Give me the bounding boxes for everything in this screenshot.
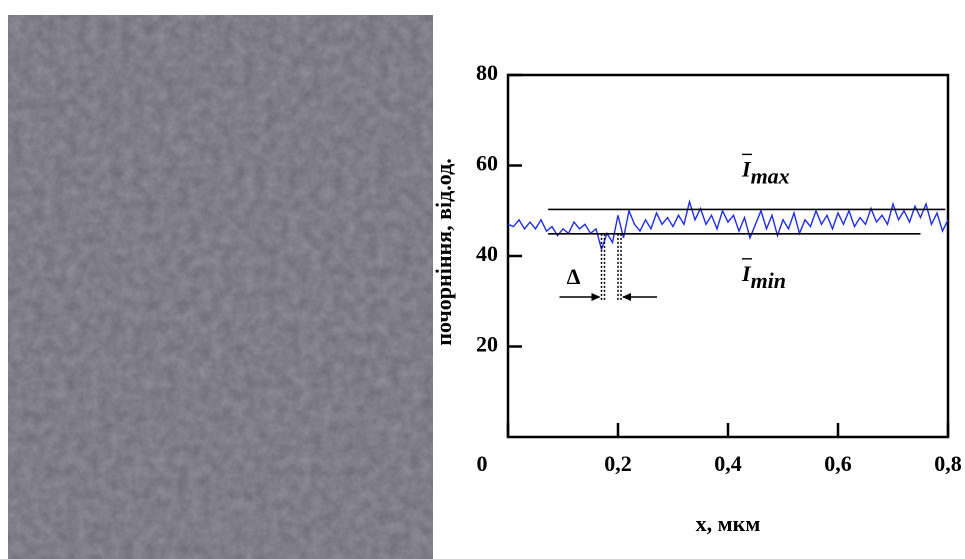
reference-symbol: I bbox=[741, 261, 752, 286]
y-tick-label: 20 bbox=[476, 332, 498, 357]
x-axis-label: x, мкм bbox=[696, 511, 761, 536]
x-tick-label: 0,8 bbox=[934, 451, 962, 476]
reference-subscript: max bbox=[751, 163, 790, 188]
y-tick-label: 40 bbox=[476, 241, 498, 266]
reference-subscript: min bbox=[751, 268, 786, 293]
x-tick-label: 0 bbox=[477, 451, 488, 476]
reference-symbol: I bbox=[741, 156, 752, 181]
reference-label: Imin bbox=[741, 261, 786, 293]
x-tick-label: 0,4 bbox=[714, 451, 742, 476]
x-tick-label: 0,2 bbox=[604, 451, 632, 476]
delta-arrowhead bbox=[591, 293, 601, 301]
data-line bbox=[507, 199, 949, 252]
y-tick-label: 60 bbox=[476, 151, 498, 176]
x-tick-label: 0,6 bbox=[824, 451, 852, 476]
y-tick-label: 80 bbox=[476, 60, 498, 85]
y-axis-label: почорніння, від.од. bbox=[431, 158, 456, 345]
plot-frame bbox=[506, 73, 950, 439]
reference-label: Imax bbox=[741, 156, 790, 188]
delta-label: Δ bbox=[567, 264, 581, 289]
micrograph-texture bbox=[8, 15, 433, 559]
delta-arrowhead bbox=[622, 293, 631, 301]
